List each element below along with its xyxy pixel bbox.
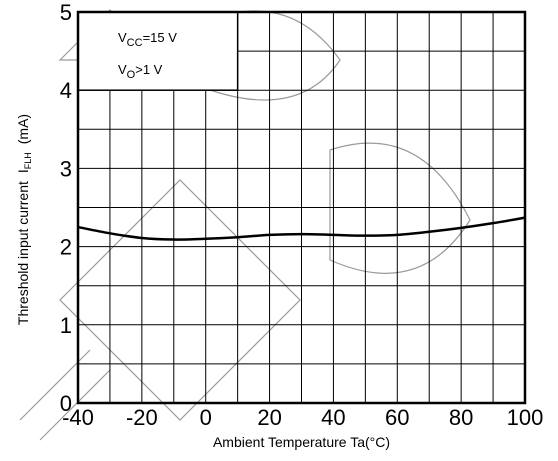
y-tick-label: 0 — [60, 391, 72, 416]
x-tick-label: -40 — [62, 405, 94, 430]
series-line — [77, 216, 526, 241]
x-tick-label: 100 — [507, 405, 544, 430]
y-tick-label: 1 — [60, 313, 72, 338]
condition-vcc: VCC=15 V — [118, 30, 177, 49]
plot-frame — [76, 10, 527, 405]
x-axis-label: Ambient Temperature Ta(°C) — [213, 434, 390, 450]
x-tick-label: 40 — [321, 405, 345, 430]
y-axis-label: Threshold input currentIFLH(mA) — [15, 114, 33, 325]
condition-box: VCC=15 V VO>1 V — [77, 11, 239, 91]
series-layer — [77, 216, 526, 241]
condition-vo: VO>1 V — [118, 62, 163, 81]
x-tick-label: 60 — [385, 405, 409, 430]
y-tick-label: 3 — [60, 156, 72, 181]
y-tick-label: 2 — [60, 235, 72, 260]
x-tick-label: -20 — [126, 405, 158, 430]
x-tick-label: 20 — [257, 405, 281, 430]
y-tick-label: 4 — [60, 78, 72, 103]
tick-labels: -40 -20 0 20 40 60 80 100 0 1 2 3 4 5 — [60, 0, 544, 430]
y-tick-label: 5 — [60, 0, 72, 25]
x-tick-label: 80 — [449, 405, 473, 430]
x-tick-label: 0 — [200, 405, 212, 430]
condition-box-frame — [77, 11, 239, 91]
